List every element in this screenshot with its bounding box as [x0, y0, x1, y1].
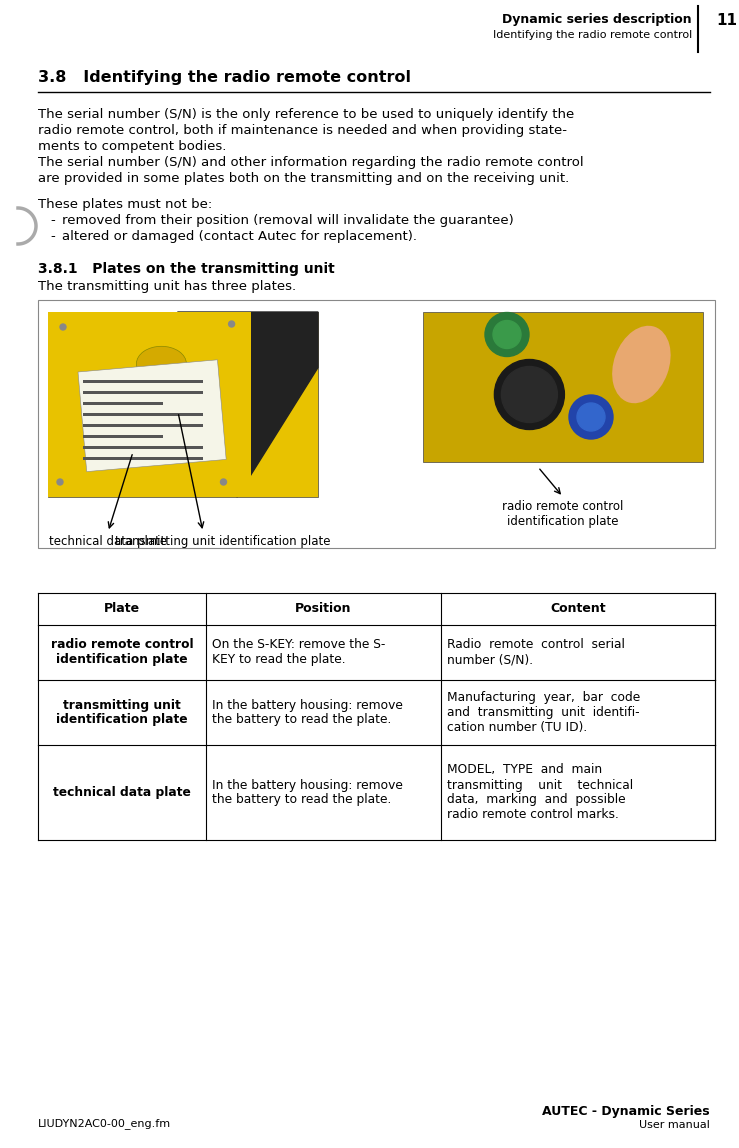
Bar	[83, 435, 163, 437]
Bar	[83, 402, 163, 404]
Text: number (S/N).: number (S/N).	[447, 653, 533, 667]
Text: Radio  remote  control  serial: Radio remote control serial	[447, 638, 624, 652]
Text: 3.8   Identifying the radio remote control: 3.8 Identifying the radio remote control	[38, 70, 411, 85]
Bar	[38, 300, 715, 548]
Text: User manual: User manual	[639, 1120, 710, 1130]
Bar	[48, 312, 251, 497]
Bar	[83, 424, 203, 427]
Text: The transmitting unit has three plates.: The transmitting unit has three plates.	[38, 280, 296, 293]
Text: Content: Content	[550, 603, 606, 615]
Circle shape	[57, 479, 63, 484]
Text: radio remote control
identification plate: radio remote control identification plat…	[503, 501, 624, 528]
Text: LIUDYN2AC0-00_eng.fm: LIUDYN2AC0-00_eng.fm	[38, 1118, 171, 1128]
Circle shape	[60, 324, 66, 329]
Text: radio remote control: radio remote control	[51, 638, 194, 652]
Text: In the battery housing: remove: In the battery housing: remove	[212, 778, 403, 791]
Text: -: -	[50, 214, 55, 227]
Text: data,  marking  and  possible: data, marking and possible	[447, 793, 625, 807]
Circle shape	[485, 312, 529, 357]
Text: Identifying the radio remote control: Identifying the radio remote control	[493, 30, 692, 40]
Text: These plates must not be:: These plates must not be:	[38, 197, 212, 211]
Bar	[83, 413, 203, 416]
Text: Plate: Plate	[104, 603, 140, 615]
Text: KEY to read the plate.: KEY to read the plate.	[212, 653, 346, 667]
Text: 11: 11	[717, 13, 738, 28]
Text: -: -	[50, 230, 55, 243]
Text: ments to competent bodies.: ments to competent bodies.	[38, 140, 226, 153]
Circle shape	[577, 403, 605, 430]
Text: identification plate: identification plate	[56, 653, 188, 667]
Text: the battery to read the plate.: the battery to read the plate.	[212, 714, 391, 727]
Circle shape	[220, 479, 226, 484]
Text: 3.8.1   Plates on the transmitting unit: 3.8.1 Plates on the transmitting unit	[38, 262, 335, 276]
Text: the battery to read the plate.: the battery to read the plate.	[212, 793, 391, 807]
Text: The serial number (S/N) is the only reference to be used to uniquely identify th: The serial number (S/N) is the only refe…	[38, 108, 574, 121]
Polygon shape	[177, 312, 318, 497]
Text: The serial number (S/N) and other information regarding the radio remote control: The serial number (S/N) and other inform…	[38, 156, 584, 169]
Text: transmitting unit: transmitting unit	[63, 698, 181, 712]
Text: In the battery housing: remove: In the battery housing: remove	[212, 698, 403, 712]
Text: Dynamic series description: Dynamic series description	[503, 13, 692, 26]
Text: transmitting unit identification plate: transmitting unit identification plate	[115, 535, 331, 548]
Text: are provided in some plates both on the transmitting and on the receiving unit.: are provided in some plates both on the …	[38, 172, 569, 185]
Text: Position: Position	[295, 603, 352, 615]
Text: radio remote control, both if maintenance is needed and when providing state-: radio remote control, both if maintenanc…	[38, 124, 567, 137]
Circle shape	[569, 395, 613, 439]
Text: On the S-KEY: remove the S-: On the S-KEY: remove the S-	[212, 638, 385, 652]
Bar	[83, 391, 203, 394]
Ellipse shape	[137, 347, 186, 381]
Text: technical data plate: technical data plate	[49, 535, 167, 548]
Circle shape	[501, 366, 557, 422]
Circle shape	[493, 320, 521, 349]
Text: and  transmitting  unit  identifi-: and transmitting unit identifi-	[447, 706, 639, 719]
Bar	[83, 447, 203, 449]
Circle shape	[494, 359, 565, 429]
Ellipse shape	[612, 326, 670, 403]
Text: AUTEC - Dynamic Series: AUTEC - Dynamic Series	[542, 1106, 710, 1118]
Text: altered or damaged (contact Autec for replacement).: altered or damaged (contact Autec for re…	[62, 230, 417, 243]
Text: identification plate: identification plate	[56, 714, 188, 727]
Text: cation number (TU ID).: cation number (TU ID).	[447, 721, 587, 734]
Bar	[423, 312, 703, 461]
Text: removed from their position (removal will invalidate the guarantee): removed from their position (removal wil…	[62, 214, 514, 227]
Bar	[78, 359, 226, 472]
Text: technical data plate: technical data plate	[53, 786, 191, 799]
Bar	[83, 457, 203, 459]
Circle shape	[228, 321, 234, 327]
Text: transmitting    unit    technical: transmitting unit technical	[447, 778, 633, 791]
Text: MODEL,  TYPE  and  main: MODEL, TYPE and main	[447, 763, 602, 776]
Text: radio remote control marks.: radio remote control marks.	[447, 808, 619, 822]
Text: Manufacturing  year,  bar  code: Manufacturing year, bar code	[447, 691, 640, 704]
Bar	[48, 312, 318, 497]
Bar	[83, 380, 203, 382]
